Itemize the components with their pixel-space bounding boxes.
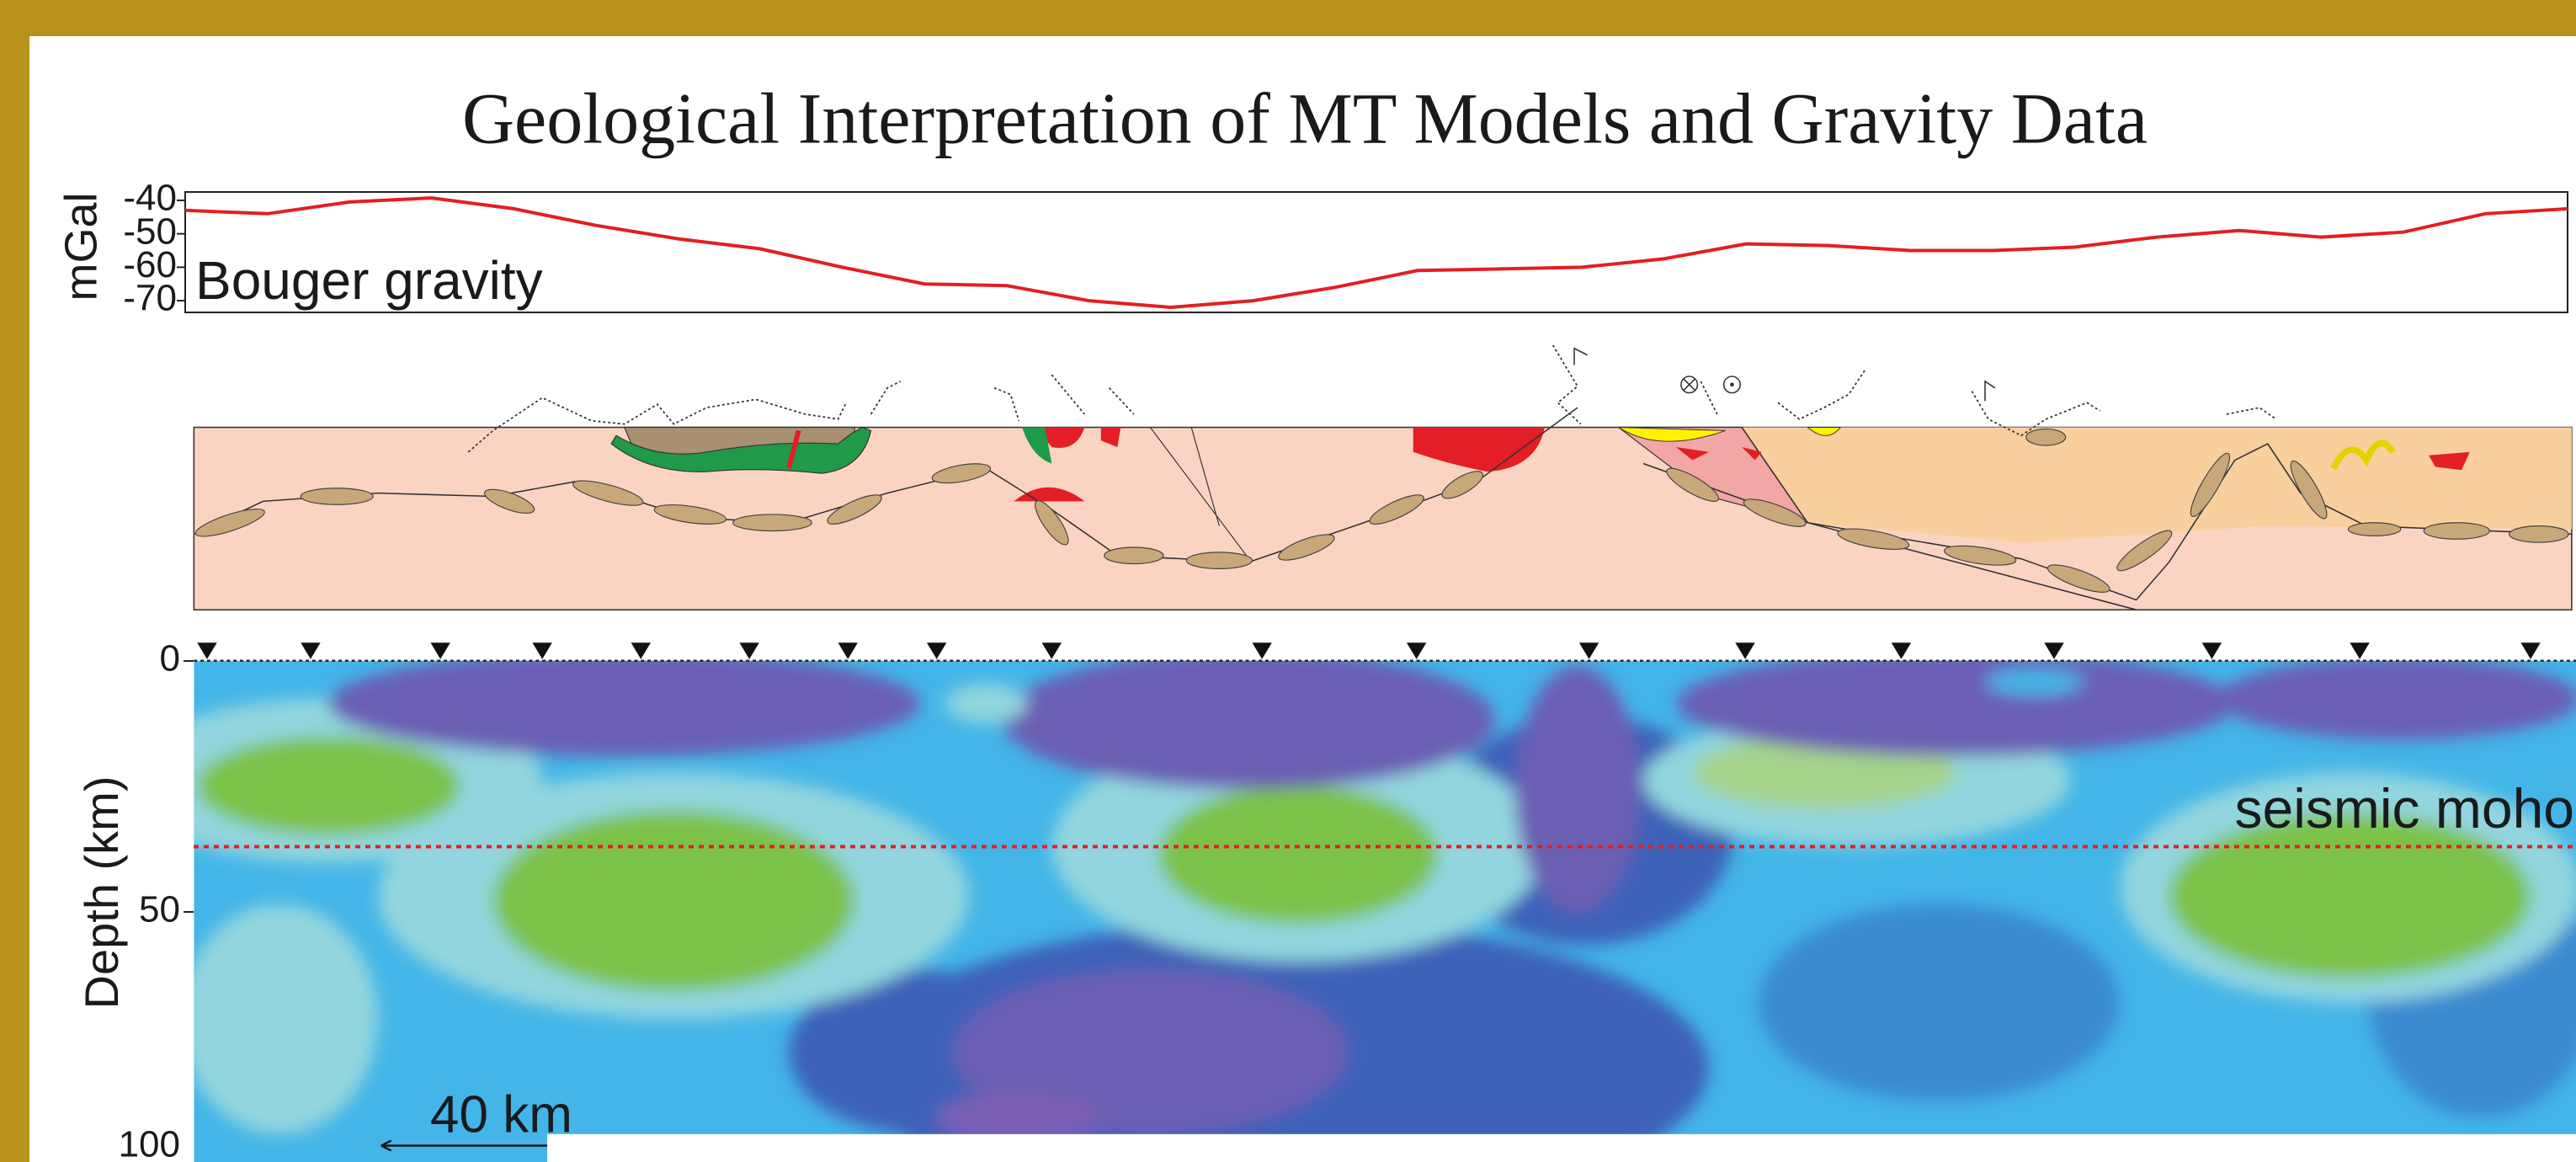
page: Geological Interpretation of MT Models a… — [0, 0, 2576, 1162]
scale-label: 40 km — [430, 1085, 572, 1143]
annotation: Bouger gravity — [195, 250, 543, 311]
y-tick-label: 0 — [160, 638, 180, 680]
illustration — [115, 345, 2576, 1162]
figure: Geological Interpretation of MT Models a… — [0, 0, 2576, 1162]
y-tick-label: 50 — [139, 889, 180, 930]
y-axis-label: mGal — [56, 192, 106, 301]
y-tick-label: 100 — [119, 1124, 180, 1162]
symbol — [1730, 382, 1734, 386]
y-axis-label: Depth (km) — [75, 776, 128, 1010]
moho-label: seismic moho — [2235, 777, 2574, 840]
title: Geological Interpretation of MT Models a… — [462, 78, 2148, 159]
y-tick-label: -70 — [123, 278, 177, 319]
